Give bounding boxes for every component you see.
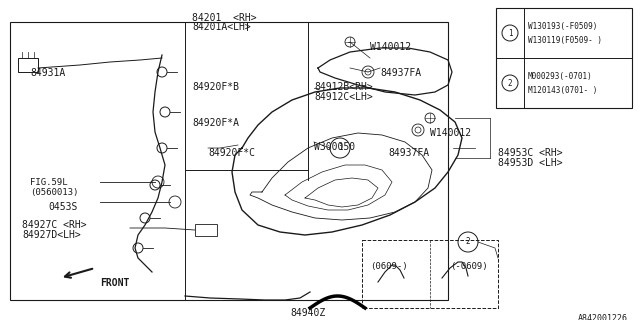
Text: 84931A: 84931A — [30, 68, 65, 78]
Text: 84920F*B: 84920F*B — [192, 82, 239, 92]
Text: W300050: W300050 — [314, 142, 355, 152]
Text: 2: 2 — [466, 237, 470, 246]
Bar — [18, 58, 38, 72]
Bar — [10, 22, 448, 300]
Text: 84912C<LH>: 84912C<LH> — [314, 92, 372, 102]
Text: A842001226: A842001226 — [578, 314, 628, 320]
Text: W130193(-F0509): W130193(-F0509) — [528, 22, 597, 31]
Text: 84937FA: 84937FA — [388, 148, 429, 158]
Bar — [362, 240, 498, 308]
Text: 84927D<LH>: 84927D<LH> — [22, 230, 81, 240]
Text: 84953D <LH>: 84953D <LH> — [498, 158, 563, 168]
Bar — [195, 224, 217, 236]
Bar — [496, 8, 632, 108]
Text: 1: 1 — [508, 28, 512, 37]
Text: (-0609): (-0609) — [450, 262, 488, 271]
Text: 2: 2 — [508, 78, 512, 87]
Text: 84920F*C: 84920F*C — [208, 148, 255, 158]
Text: 1: 1 — [338, 143, 342, 153]
Text: 84940Z: 84940Z — [290, 308, 325, 318]
Text: 84912B<RH>: 84912B<RH> — [314, 82, 372, 92]
Text: W140012: W140012 — [370, 42, 411, 52]
Text: FIG.59L: FIG.59L — [30, 178, 68, 187]
Text: (0609-): (0609-) — [370, 262, 408, 271]
Text: 84920F*A: 84920F*A — [192, 118, 239, 128]
Text: FRONT: FRONT — [100, 278, 129, 288]
Text: 84927C <RH>: 84927C <RH> — [22, 220, 86, 230]
Text: 0453S: 0453S — [48, 202, 77, 212]
Text: 84937FA: 84937FA — [380, 68, 421, 78]
Text: 84953C <RH>: 84953C <RH> — [498, 148, 563, 158]
Text: 84201A<LH>: 84201A<LH> — [192, 22, 251, 32]
Text: M000293(-0701): M000293(-0701) — [528, 73, 593, 82]
Text: 84201  <RH>: 84201 <RH> — [192, 13, 257, 23]
Text: W130119(F0509- ): W130119(F0509- ) — [528, 36, 602, 44]
Text: W140012: W140012 — [430, 128, 471, 138]
Text: M120143(0701- ): M120143(0701- ) — [528, 85, 597, 94]
Text: (0560013): (0560013) — [30, 188, 78, 197]
